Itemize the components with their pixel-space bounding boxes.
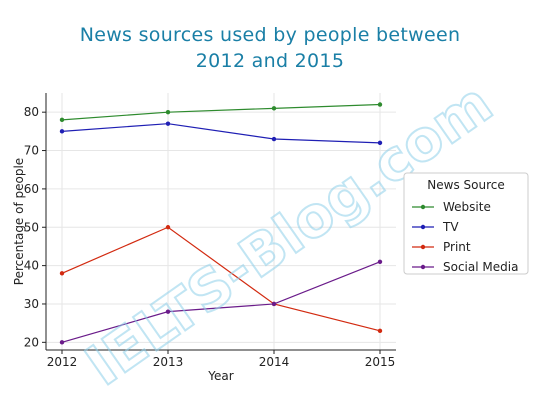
data-point-print bbox=[377, 328, 383, 334]
data-point-tv bbox=[59, 129, 65, 134]
data-point-website bbox=[165, 109, 171, 115]
legend-label-social-media: Social Media bbox=[443, 260, 518, 274]
y-tick-label: 60 bbox=[24, 182, 39, 196]
data-point-print bbox=[59, 271, 65, 276]
y-tick-label: 50 bbox=[24, 220, 39, 234]
y-tick-label: 70 bbox=[24, 144, 39, 158]
x-tick-label: 2014 bbox=[259, 355, 290, 369]
series-lines bbox=[59, 102, 383, 345]
y-tick-label: 30 bbox=[24, 297, 39, 311]
data-point-website bbox=[271, 106, 277, 111]
y-tick-label: 80 bbox=[24, 105, 39, 119]
y-axis-label: Percentage of people bbox=[12, 158, 26, 285]
axes: 20 30 40 50 60 70 80 2012 2013 2014 2015 Year Percen… bbox=[12, 93, 396, 383]
x-tick-label: 2012 bbox=[47, 355, 78, 369]
legend-marker-tv bbox=[420, 224, 426, 230]
legend-label-tv: TV bbox=[442, 220, 459, 234]
data-point-tv bbox=[165, 121, 171, 126]
series-line-social-media bbox=[61, 261, 381, 343]
legend-marker-print bbox=[420, 244, 426, 250]
x-axis-label: Year bbox=[207, 369, 233, 383]
legend-label-website: Website bbox=[443, 200, 491, 214]
legend-title: News Source bbox=[427, 178, 504, 192]
data-point-social-media bbox=[165, 309, 171, 314]
x-tick-label: 2013 bbox=[153, 355, 184, 369]
series-line-print bbox=[61, 226, 381, 332]
data-point-social-media bbox=[377, 259, 383, 264]
legend-label-print: Print bbox=[443, 240, 471, 254]
legend-marker-social-media bbox=[420, 264, 426, 270]
legend-box bbox=[403, 172, 529, 275]
y-tick-label: 20 bbox=[24, 335, 39, 349]
chart-title: News sources used by people between 2012… bbox=[0, 22, 540, 74]
series-line-tv bbox=[61, 123, 381, 144]
data-point-social-media bbox=[59, 340, 65, 345]
legend: News Source Website TV Print Social Media bbox=[403, 172, 529, 275]
data-point-website bbox=[377, 102, 383, 107]
series-line-website bbox=[61, 103, 381, 121]
data-point-tv bbox=[271, 136, 277, 142]
grid bbox=[46, 93, 396, 350]
chart-title-line-1: News sources used by people between bbox=[79, 24, 461, 46]
x-tick-label: 2015 bbox=[365, 355, 396, 369]
chart-title-line-2: 2012 and 2015 bbox=[195, 50, 345, 72]
data-point-tv bbox=[377, 140, 383, 146]
data-point-print bbox=[165, 225, 171, 230]
data-point-website bbox=[59, 117, 65, 123]
y-tick-label: 40 bbox=[24, 259, 39, 273]
data-point-social-media bbox=[271, 301, 277, 307]
legend-marker-website bbox=[420, 204, 426, 210]
